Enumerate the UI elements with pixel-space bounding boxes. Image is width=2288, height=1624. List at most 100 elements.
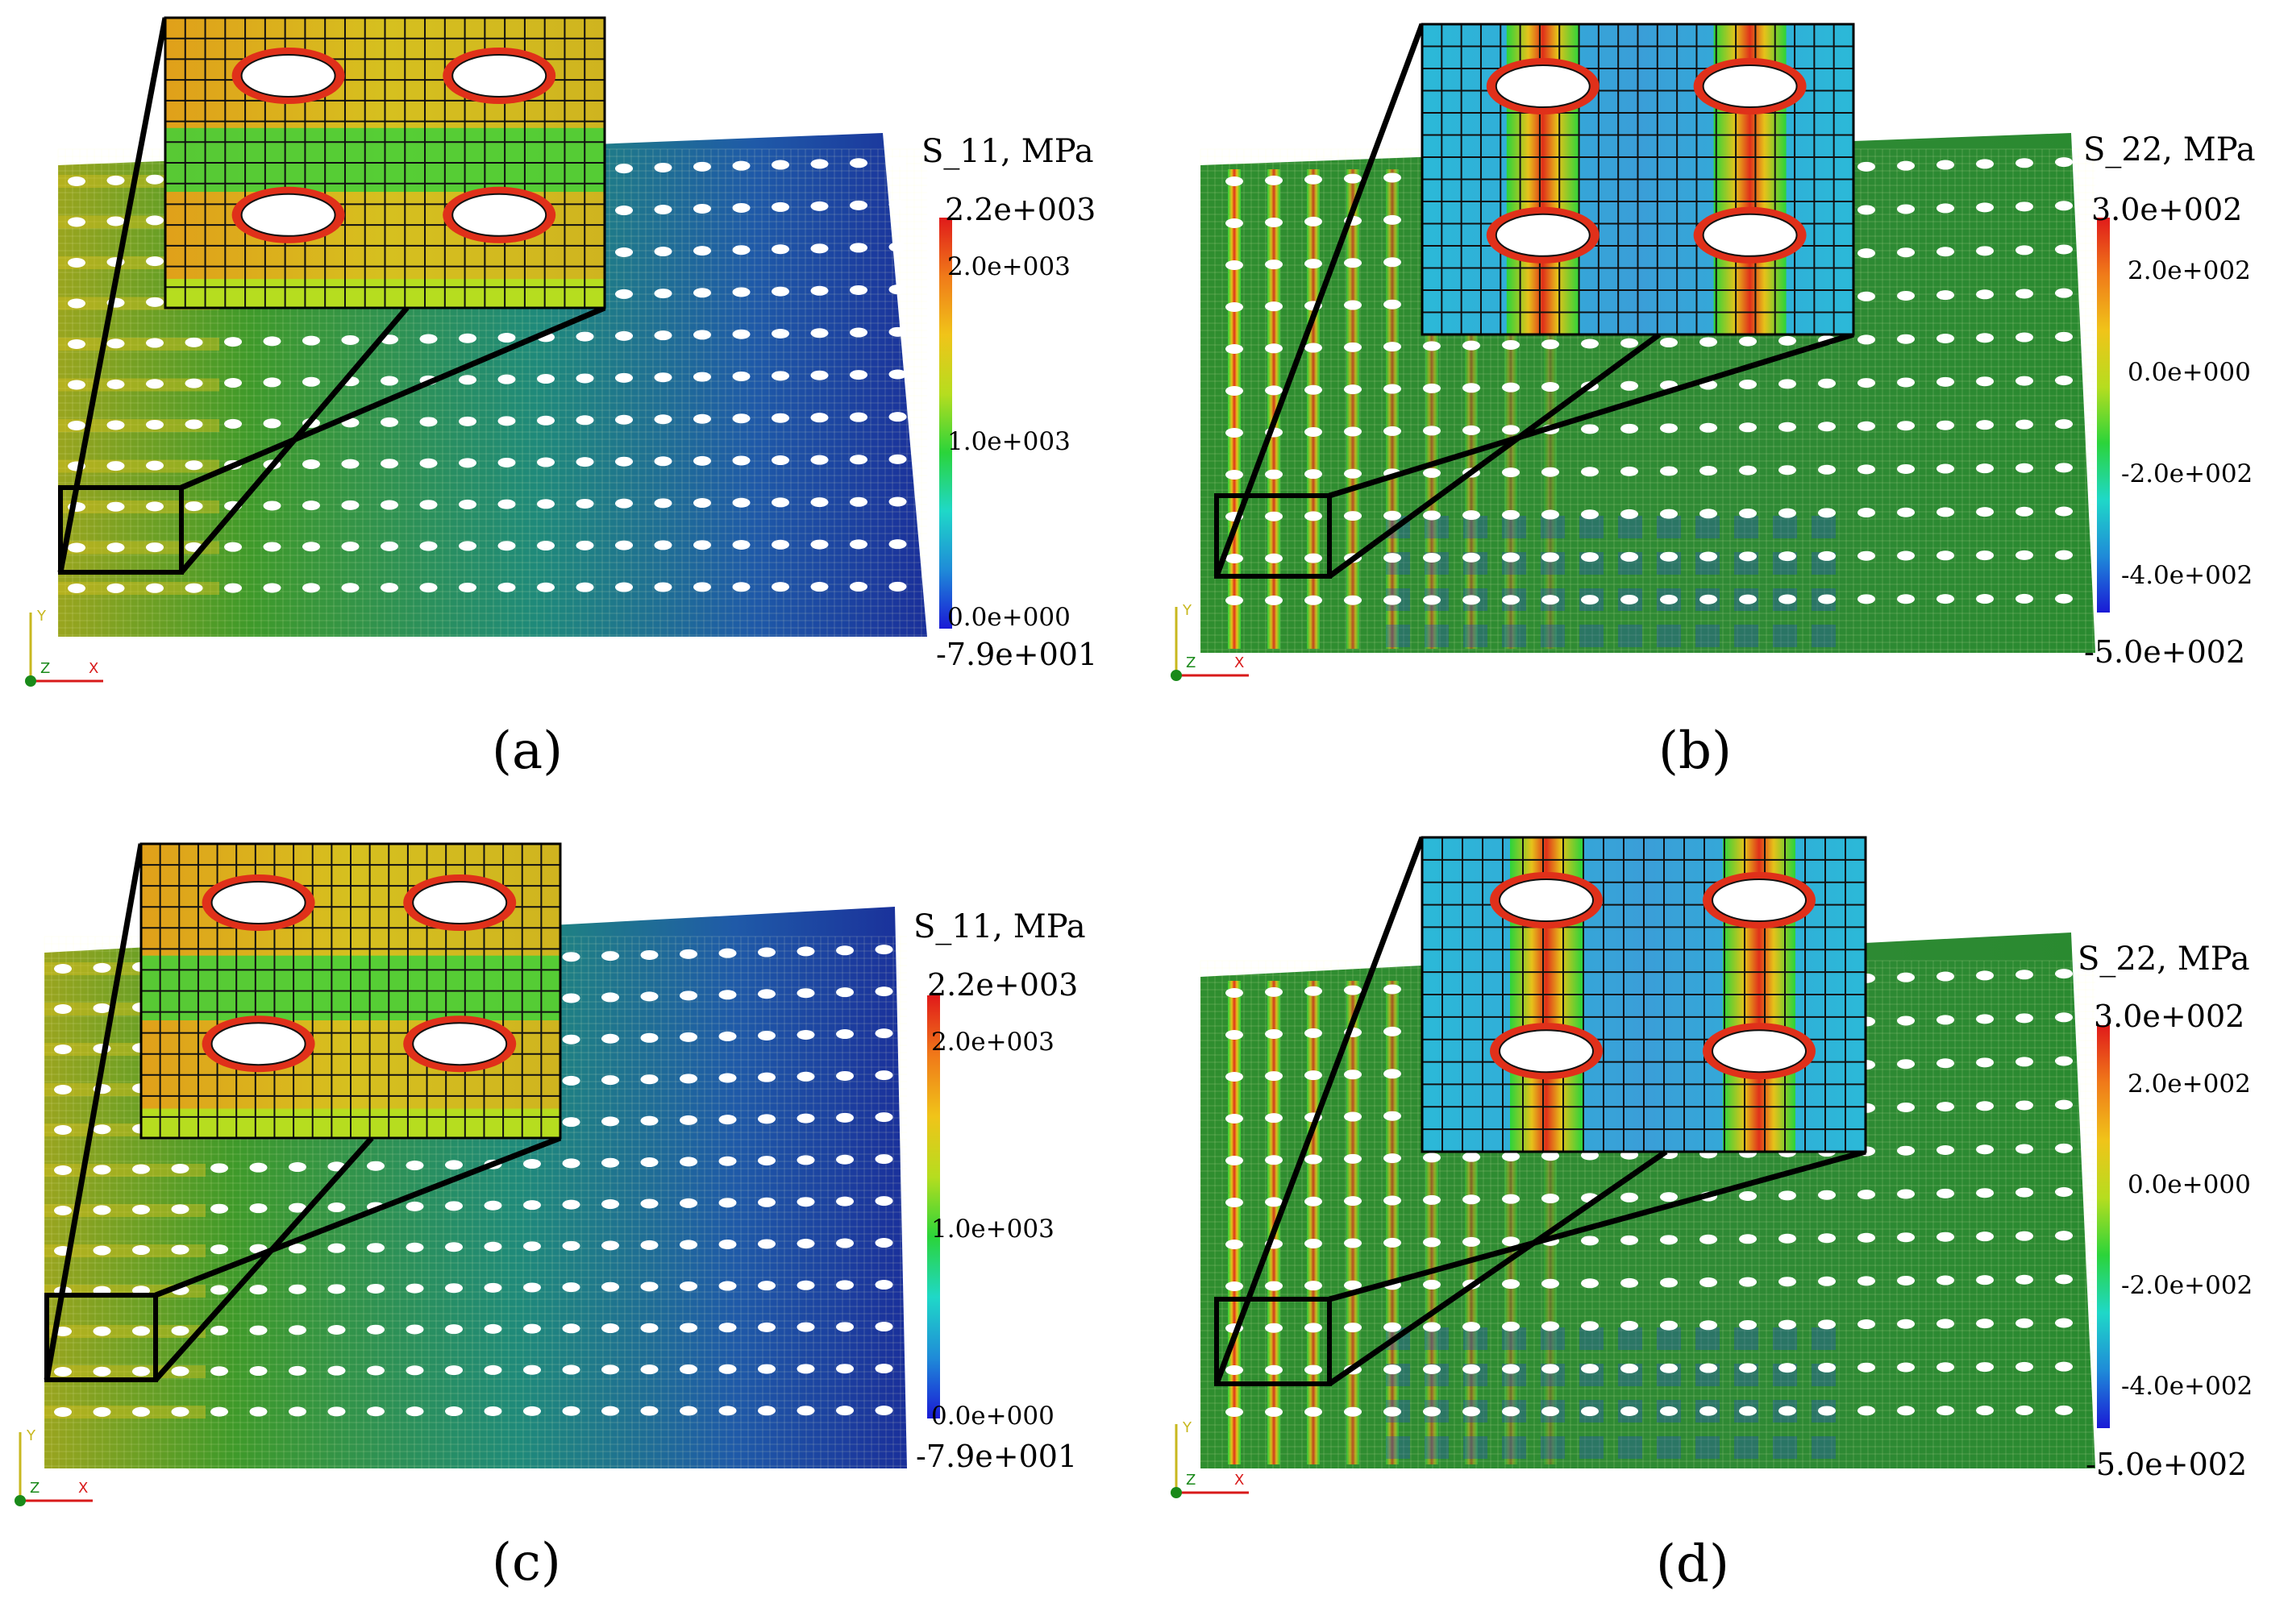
stress-band: [1346, 981, 1359, 1464]
hole: [185, 583, 203, 593]
hole: [640, 1032, 659, 1043]
hole: [758, 1364, 776, 1374]
colorbar-tick: -2.0e+002: [2121, 1271, 2253, 1300]
hole: [1976, 594, 1994, 604]
hole: [106, 339, 125, 349]
hole: [1225, 1407, 1243, 1417]
hole: [1541, 1278, 1559, 1289]
hole: [718, 1323, 737, 1333]
colorbar-max-label: 2.2e+003: [945, 192, 1096, 227]
panel-caption: (d): [1656, 1535, 1729, 1594]
hole: [1778, 508, 1796, 518]
hole: [1778, 1233, 1796, 1244]
hole: [850, 412, 867, 422]
hole: [758, 1156, 776, 1166]
hole: [419, 500, 438, 510]
hole: [693, 330, 711, 340]
hole: [289, 1325, 306, 1335]
hole: [1857, 1319, 1875, 1330]
hole: [1660, 338, 1678, 348]
hole: [797, 1239, 815, 1249]
hole: [797, 1197, 815, 1207]
hole: [1897, 247, 1915, 258]
hole: [1502, 1194, 1520, 1204]
hole: [289, 1202, 306, 1213]
hole: [406, 1283, 424, 1294]
hole: [1225, 554, 1243, 563]
hole: [1897, 1319, 1915, 1329]
hole: [146, 379, 164, 389]
hole: [327, 1406, 346, 1417]
zoom-box: [1214, 493, 1332, 579]
hole: [93, 1165, 111, 1175]
hole: [224, 583, 242, 593]
hole: [146, 542, 164, 553]
hole: [797, 1322, 815, 1332]
colorbar-title: S_22, MPa: [2078, 941, 2250, 978]
hole: [146, 338, 164, 348]
hole: [2055, 969, 2073, 979]
hole: [1423, 383, 1441, 393]
hole: [367, 1161, 385, 1171]
hole: [1502, 339, 1520, 350]
hole: [772, 582, 789, 592]
hole: [1778, 465, 1796, 476]
hole: [2055, 1361, 2073, 1372]
hole: [1344, 1406, 1362, 1417]
hole: [1502, 425, 1520, 435]
hole: [1502, 1321, 1520, 1331]
hole: [772, 201, 789, 212]
hole: [615, 289, 633, 299]
hole: [2055, 244, 2073, 255]
hole: [888, 157, 907, 168]
hole: [1304, 595, 1322, 605]
hole: [171, 1204, 189, 1215]
hole: [1423, 552, 1441, 563]
hole: [93, 1366, 111, 1377]
hole: [1344, 258, 1362, 268]
hole: [54, 1125, 72, 1135]
hole: [718, 1156, 737, 1166]
hole: [1304, 259, 1322, 269]
axis-label-z: Z: [30, 1480, 40, 1497]
hole: [1304, 384, 1322, 395]
hole: [1936, 1015, 1954, 1025]
hole: [1265, 1323, 1283, 1333]
zoom-connector: [1213, 23, 1855, 579]
hole: [1344, 1070, 1362, 1080]
hole: [2016, 1187, 2033, 1198]
hole: [1936, 594, 1954, 604]
hole: [1344, 1238, 1362, 1248]
hole: [1225, 386, 1243, 396]
hole: [615, 498, 633, 509]
hole: [1857, 1190, 1875, 1200]
inset-border: [139, 842, 562, 1140]
hole: [1423, 341, 1441, 351]
colorbar-tick: -4.0e+002: [2121, 561, 2253, 590]
hole: [576, 331, 594, 342]
stress-band: [58, 582, 219, 595]
hole: [693, 455, 711, 466]
hole: [1304, 1070, 1322, 1081]
hole: [732, 287, 751, 297]
hole: [1304, 174, 1322, 185]
hole: [1265, 343, 1283, 354]
hole: [693, 246, 711, 256]
hole: [680, 1074, 697, 1084]
hole: [1304, 216, 1322, 226]
stress-band: [1346, 169, 1359, 649]
hole: [654, 540, 672, 550]
hole: [615, 456, 633, 467]
hole: [1857, 378, 1875, 388]
hole: [1660, 1277, 1678, 1288]
hole: [758, 989, 776, 999]
hole: [1304, 426, 1322, 437]
hole: [523, 1323, 541, 1334]
panel-caption: (a): [492, 721, 564, 781]
hole: [1897, 1362, 1915, 1373]
hole: [1897, 1102, 1915, 1112]
hole: [1541, 1364, 1559, 1374]
hole: [693, 203, 711, 214]
hole: [54, 1004, 72, 1014]
hole: [601, 1199, 619, 1210]
